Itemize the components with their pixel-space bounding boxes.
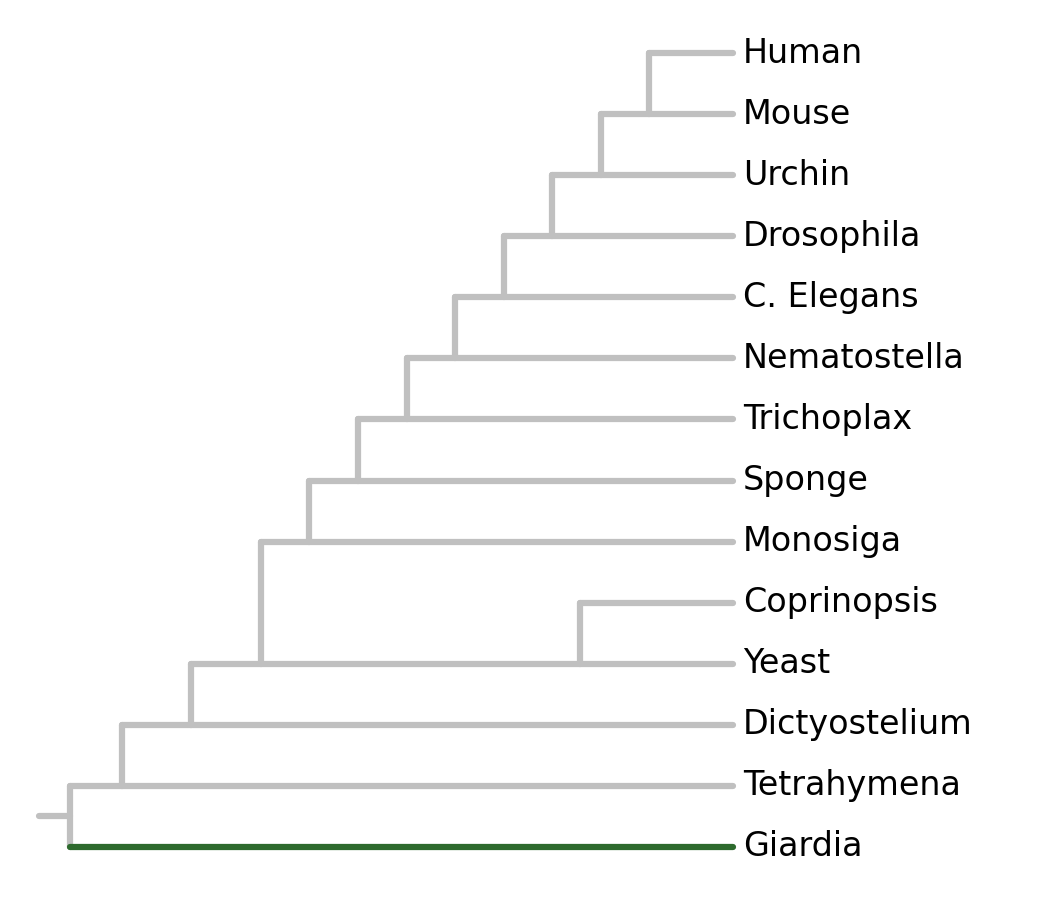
Text: Human: Human: [743, 37, 863, 69]
Text: Monosiga: Monosiga: [743, 525, 902, 558]
Text: Nematostella: Nematostella: [743, 342, 965, 375]
Text: Giardia: Giardia: [743, 831, 862, 863]
Text: Drosophila: Drosophila: [743, 220, 921, 253]
Text: Trichoplax: Trichoplax: [743, 403, 913, 436]
Text: Coprinopsis: Coprinopsis: [743, 586, 938, 619]
Text: Sponge: Sponge: [743, 464, 869, 497]
Text: Urchin: Urchin: [743, 158, 851, 192]
Text: C. Elegans: C. Elegans: [743, 281, 919, 314]
Text: Tetrahymena: Tetrahymena: [743, 770, 961, 803]
Text: Yeast: Yeast: [743, 647, 830, 680]
Text: Dictyostelium: Dictyostelium: [743, 708, 972, 742]
Text: Mouse: Mouse: [743, 97, 852, 130]
